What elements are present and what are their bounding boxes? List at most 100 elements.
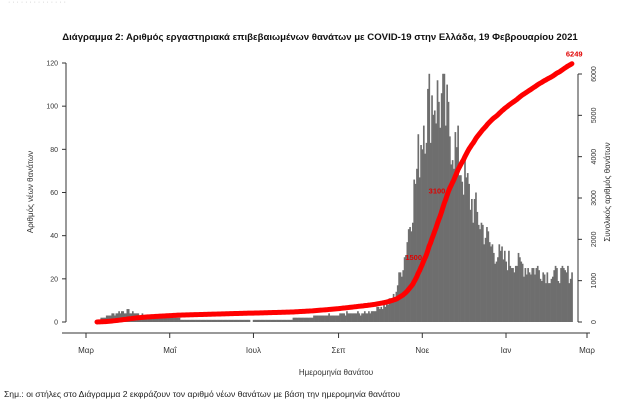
- bar: [269, 319, 271, 322]
- bar: [403, 257, 406, 322]
- bar: [525, 274, 528, 322]
- bar: [454, 132, 457, 322]
- bar: [499, 250, 502, 322]
- bar: [182, 319, 185, 322]
- bar: [200, 319, 203, 322]
- bar: [513, 272, 516, 322]
- bar: [344, 315, 347, 322]
- bar: [394, 300, 396, 322]
- bar: [439, 127, 442, 322]
- bar: [477, 224, 480, 322]
- bar: [252, 319, 255, 322]
- y-tick-label: 0: [54, 320, 58, 327]
- bar: [326, 315, 329, 322]
- bar: [553, 270, 556, 322]
- bar: [313, 315, 315, 322]
- bar: [451, 160, 454, 322]
- bar: [530, 274, 532, 322]
- bar: [420, 145, 422, 322]
- bar: [277, 319, 280, 322]
- bar: [156, 317, 159, 322]
- bar: [337, 315, 340, 322]
- bar: [357, 311, 359, 322]
- bar: [265, 319, 267, 322]
- bar: [311, 317, 314, 322]
- bar: [562, 268, 565, 322]
- bar: [406, 242, 409, 322]
- bar: [460, 175, 462, 322]
- bar: [212, 319, 215, 322]
- bar: [164, 317, 167, 322]
- bar: [162, 317, 164, 322]
- bar: [373, 311, 376, 322]
- bar: [221, 319, 223, 322]
- y2-axis-label: Συνολικός αριθμός θανάτων: [603, 142, 612, 241]
- bar: [532, 268, 535, 322]
- bar: [417, 134, 420, 322]
- bar: [547, 283, 550, 322]
- y-tick-label: 40: [50, 233, 58, 240]
- bar: [567, 265, 569, 322]
- bar: [245, 319, 248, 322]
- bar: [325, 315, 328, 322]
- bar: [516, 265, 518, 322]
- bar: [392, 293, 395, 322]
- bar: [193, 319, 196, 322]
- bar: [503, 250, 506, 322]
- bar: [543, 274, 546, 322]
- bar: [388, 298, 391, 322]
- bar: [346, 311, 348, 322]
- bar: [538, 270, 540, 322]
- bar: [565, 272, 568, 322]
- bar: [491, 244, 494, 322]
- bar: [266, 319, 269, 322]
- bar: [174, 317, 177, 322]
- bar: [210, 319, 212, 322]
- bar: [376, 306, 378, 322]
- bar: [233, 319, 236, 322]
- bar: [366, 313, 369, 322]
- bar: [431, 95, 433, 322]
- bar: [218, 319, 221, 322]
- cumulative-line: [94, 61, 575, 325]
- y-ticks-right: 0 1000 2000 3000 4000 5000 6000: [578, 66, 598, 324]
- bar: [292, 317, 295, 322]
- bar: [509, 265, 512, 322]
- bar: [237, 319, 240, 322]
- bar: [321, 315, 324, 322]
- bar: [332, 315, 335, 322]
- bar: [274, 319, 277, 322]
- bar: [229, 319, 232, 322]
- y-tick-label: 120: [46, 61, 58, 68]
- bar: [288, 319, 291, 322]
- bar: [536, 265, 539, 322]
- bar: [215, 319, 218, 322]
- bar: [427, 88, 429, 323]
- bar: [380, 306, 383, 322]
- bar: [211, 319, 214, 322]
- bar: [442, 73, 444, 323]
- bar: [432, 114, 435, 322]
- bar: [126, 309, 129, 322]
- bar: [244, 319, 247, 322]
- bar: [167, 317, 170, 322]
- bar: [258, 319, 260, 322]
- bar: [173, 317, 175, 322]
- y-ticks-left: 0 20 40 60 80 100 120: [46, 61, 66, 327]
- bar: [374, 311, 377, 322]
- bar: [476, 211, 479, 322]
- y-tick-label: 80: [50, 147, 58, 154]
- bar: [424, 153, 427, 322]
- bar: [299, 317, 302, 322]
- y-tick-label: 100: [46, 104, 58, 111]
- bar: [501, 246, 503, 322]
- bar: [234, 319, 237, 322]
- bar: [425, 142, 428, 322]
- x-tick-label: Ιουλ: [246, 346, 261, 355]
- y2-tick-label: 5000: [591, 107, 598, 123]
- bar: [541, 280, 543, 322]
- bar: [480, 222, 483, 322]
- bar: [497, 257, 499, 322]
- bar: [458, 175, 461, 322]
- bar: [163, 317, 166, 322]
